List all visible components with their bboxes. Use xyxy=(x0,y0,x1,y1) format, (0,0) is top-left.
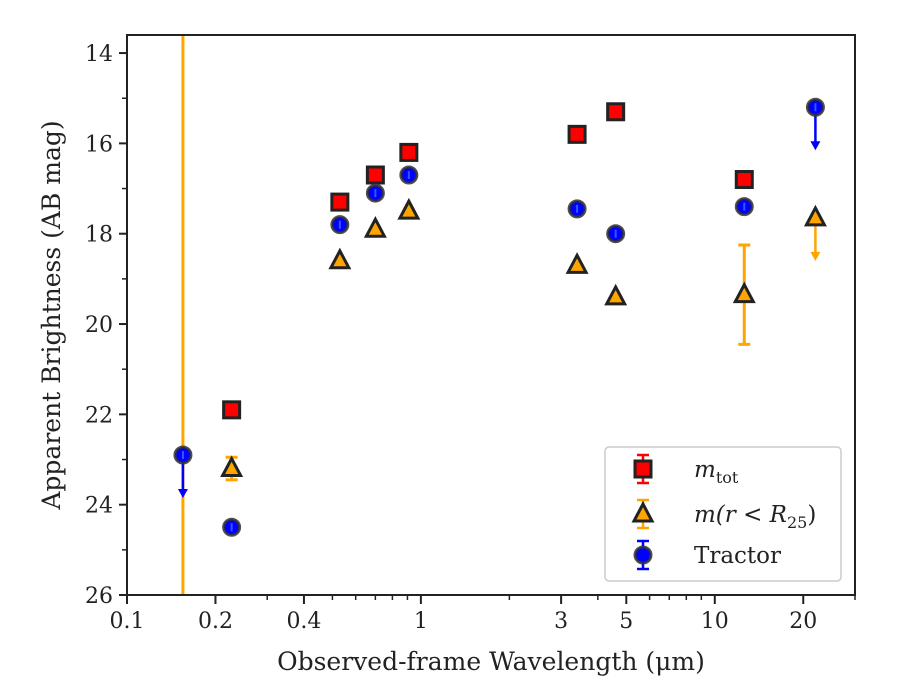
x-axis-title: Observed-frame Wavelength (μm) xyxy=(277,647,705,676)
y-tick-label: 24 xyxy=(85,494,113,519)
data-point xyxy=(604,283,628,306)
plot-frame xyxy=(126,34,856,596)
legend-label: mtot xyxy=(694,457,739,487)
x-tick-label: 10 xyxy=(701,609,729,634)
x-tick-label: 3 xyxy=(554,609,568,634)
series-3 xyxy=(173,97,825,537)
data-point xyxy=(220,455,244,478)
y-axis-title: Apparent Brightness (AB mag) xyxy=(37,120,66,510)
x-tick-label: 20 xyxy=(789,609,817,634)
y-tick-label: 16 xyxy=(85,132,113,157)
legend-entry-1: mtot xyxy=(633,453,739,487)
y-tick-label: 14 xyxy=(85,42,113,67)
upper-limit-head xyxy=(177,489,188,498)
y-tick-label: 26 xyxy=(85,584,113,609)
data-point xyxy=(803,204,827,227)
upper-limit-head xyxy=(810,141,821,151)
x-tick-label: 1 xyxy=(414,609,428,634)
data-point xyxy=(399,142,419,162)
upper-limit-head xyxy=(810,251,821,261)
data-point xyxy=(330,192,350,212)
x-tick-label: 5 xyxy=(619,609,633,634)
legend-marker xyxy=(633,459,653,479)
data-point xyxy=(222,400,242,420)
data-point xyxy=(734,170,754,190)
legend-entry-3: Tractor xyxy=(633,539,781,571)
data-point xyxy=(328,247,352,270)
data-point xyxy=(732,281,756,304)
data-point xyxy=(397,197,421,220)
legend-label: Tractor xyxy=(694,543,781,569)
series-2 xyxy=(220,197,827,482)
legend-label: m(r < R25) xyxy=(694,502,816,532)
data-point xyxy=(567,124,587,144)
x-tick-label: 0.4 xyxy=(286,609,321,634)
data-point xyxy=(606,102,626,122)
x-tick-label: 0.1 xyxy=(110,609,145,634)
y-tick-label: 20 xyxy=(85,313,113,338)
data-point xyxy=(363,215,387,238)
legend-box xyxy=(604,446,842,582)
x-tick-label: 0.2 xyxy=(198,609,233,634)
y-tick-label: 22 xyxy=(85,403,113,428)
data-point xyxy=(565,252,589,274)
legend-marker xyxy=(631,500,655,523)
data-point xyxy=(365,165,385,185)
legend-marker xyxy=(633,545,653,565)
series-1 xyxy=(222,102,754,420)
legend-entry-2: m(r < R25) xyxy=(631,498,816,532)
y-tick-label: 18 xyxy=(85,223,113,248)
